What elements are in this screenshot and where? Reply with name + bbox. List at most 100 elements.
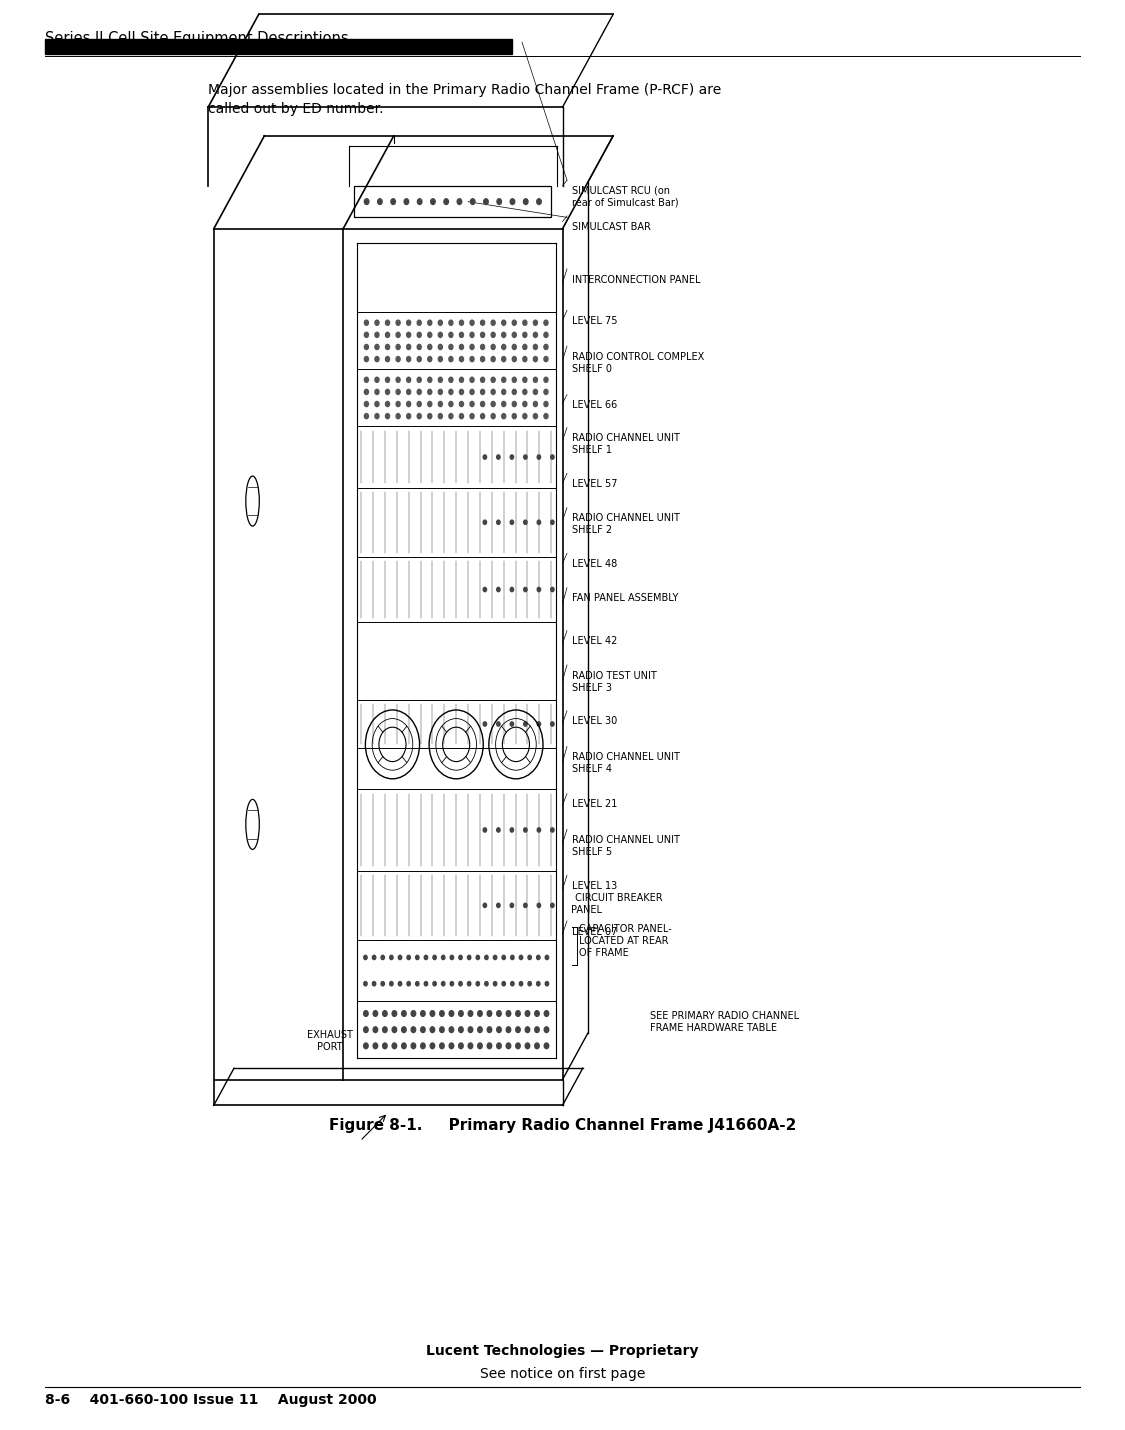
Text: RADIO CONTROL COMPLEX
SHELF 0: RADIO CONTROL COMPLEX SHELF 0 xyxy=(572,352,704,373)
Text: LEVEL 66: LEVEL 66 xyxy=(572,400,616,410)
Circle shape xyxy=(428,345,432,349)
Circle shape xyxy=(533,413,538,419)
Circle shape xyxy=(524,722,526,726)
Circle shape xyxy=(546,955,549,960)
Circle shape xyxy=(386,402,389,406)
Circle shape xyxy=(512,389,516,395)
Circle shape xyxy=(459,332,463,337)
Circle shape xyxy=(417,378,421,382)
Circle shape xyxy=(524,588,526,592)
Circle shape xyxy=(506,1011,511,1017)
Circle shape xyxy=(492,402,495,406)
Circle shape xyxy=(389,981,393,985)
Circle shape xyxy=(439,413,442,419)
Circle shape xyxy=(364,345,368,349)
Circle shape xyxy=(396,402,400,406)
Circle shape xyxy=(378,199,382,204)
Circle shape xyxy=(492,356,495,362)
Circle shape xyxy=(544,320,548,325)
Circle shape xyxy=(520,981,523,985)
Circle shape xyxy=(363,981,367,985)
Circle shape xyxy=(407,981,411,985)
Circle shape xyxy=(484,455,486,459)
Circle shape xyxy=(390,199,395,204)
Circle shape xyxy=(533,356,538,362)
Circle shape xyxy=(433,981,436,985)
Circle shape xyxy=(524,521,526,525)
Circle shape xyxy=(439,356,442,362)
Circle shape xyxy=(396,389,400,395)
Circle shape xyxy=(406,332,411,337)
Circle shape xyxy=(497,521,500,525)
Text: SEE PRIMARY RADIO CHANNEL
FRAME HARDWARE TABLE: SEE PRIMARY RADIO CHANNEL FRAME HARDWARE… xyxy=(650,1011,800,1032)
Circle shape xyxy=(406,402,411,406)
Circle shape xyxy=(523,356,526,362)
Text: INTERCONNECTION PANEL: INTERCONNECTION PANEL xyxy=(572,275,700,285)
Circle shape xyxy=(428,356,432,362)
Circle shape xyxy=(468,1042,472,1048)
Circle shape xyxy=(431,199,435,204)
Circle shape xyxy=(546,981,549,985)
Circle shape xyxy=(497,1011,502,1017)
Circle shape xyxy=(386,356,389,362)
Circle shape xyxy=(470,389,474,395)
Circle shape xyxy=(480,320,485,325)
Circle shape xyxy=(459,981,462,985)
Circle shape xyxy=(502,955,505,960)
Circle shape xyxy=(374,1027,378,1032)
Circle shape xyxy=(417,199,422,204)
Circle shape xyxy=(502,402,506,406)
Circle shape xyxy=(381,955,385,960)
Circle shape xyxy=(433,955,436,960)
Circle shape xyxy=(476,981,479,985)
Circle shape xyxy=(534,1027,539,1032)
Circle shape xyxy=(470,332,474,337)
Circle shape xyxy=(544,1011,549,1017)
Circle shape xyxy=(485,955,488,960)
Circle shape xyxy=(402,1027,406,1032)
Circle shape xyxy=(537,955,540,960)
Circle shape xyxy=(386,345,389,349)
Circle shape xyxy=(374,1042,378,1048)
Circle shape xyxy=(459,345,463,349)
Text: LEVEL 75: LEVEL 75 xyxy=(572,316,616,326)
Circle shape xyxy=(478,1042,483,1048)
Circle shape xyxy=(533,332,538,337)
Circle shape xyxy=(511,955,514,960)
Circle shape xyxy=(470,345,474,349)
Circle shape xyxy=(459,378,463,382)
Circle shape xyxy=(484,904,486,908)
Circle shape xyxy=(497,199,502,204)
Circle shape xyxy=(417,320,421,325)
Text: RADIO CHANNEL UNIT
SHELF 4: RADIO CHANNEL UNIT SHELF 4 xyxy=(572,752,680,774)
Circle shape xyxy=(512,356,516,362)
Circle shape xyxy=(396,378,400,382)
Circle shape xyxy=(551,904,555,908)
Circle shape xyxy=(520,955,523,960)
Text: 8-6    401-660-100 Issue 11    August 2000: 8-6 401-660-100 Issue 11 August 2000 xyxy=(45,1393,377,1407)
Circle shape xyxy=(457,199,461,204)
Circle shape xyxy=(421,1011,425,1017)
Circle shape xyxy=(417,402,421,406)
Circle shape xyxy=(544,332,548,337)
Circle shape xyxy=(480,389,485,395)
Text: CAPACITOR PANEL-
LOCATED AT REAR
OF FRAME: CAPACITOR PANEL- LOCATED AT REAR OF FRAM… xyxy=(579,924,672,958)
Circle shape xyxy=(470,199,475,204)
Circle shape xyxy=(449,356,453,362)
Circle shape xyxy=(428,402,432,406)
Text: Figure 8-1.     Primary Radio Channel Frame J41660A-2: Figure 8-1. Primary Radio Channel Frame … xyxy=(328,1118,796,1133)
Circle shape xyxy=(417,413,421,419)
Circle shape xyxy=(511,981,514,985)
Circle shape xyxy=(480,378,485,382)
Text: LEVEL 42: LEVEL 42 xyxy=(572,636,616,646)
Circle shape xyxy=(487,1027,492,1032)
Circle shape xyxy=(389,955,393,960)
Text: Series II Cell Site Equipment Descriptions: Series II Cell Site Equipment Descriptio… xyxy=(45,31,349,46)
Circle shape xyxy=(430,1011,434,1017)
Circle shape xyxy=(459,356,463,362)
Circle shape xyxy=(421,1027,425,1032)
Circle shape xyxy=(444,199,449,204)
Circle shape xyxy=(484,722,486,726)
Circle shape xyxy=(440,1042,444,1048)
Circle shape xyxy=(386,389,389,395)
